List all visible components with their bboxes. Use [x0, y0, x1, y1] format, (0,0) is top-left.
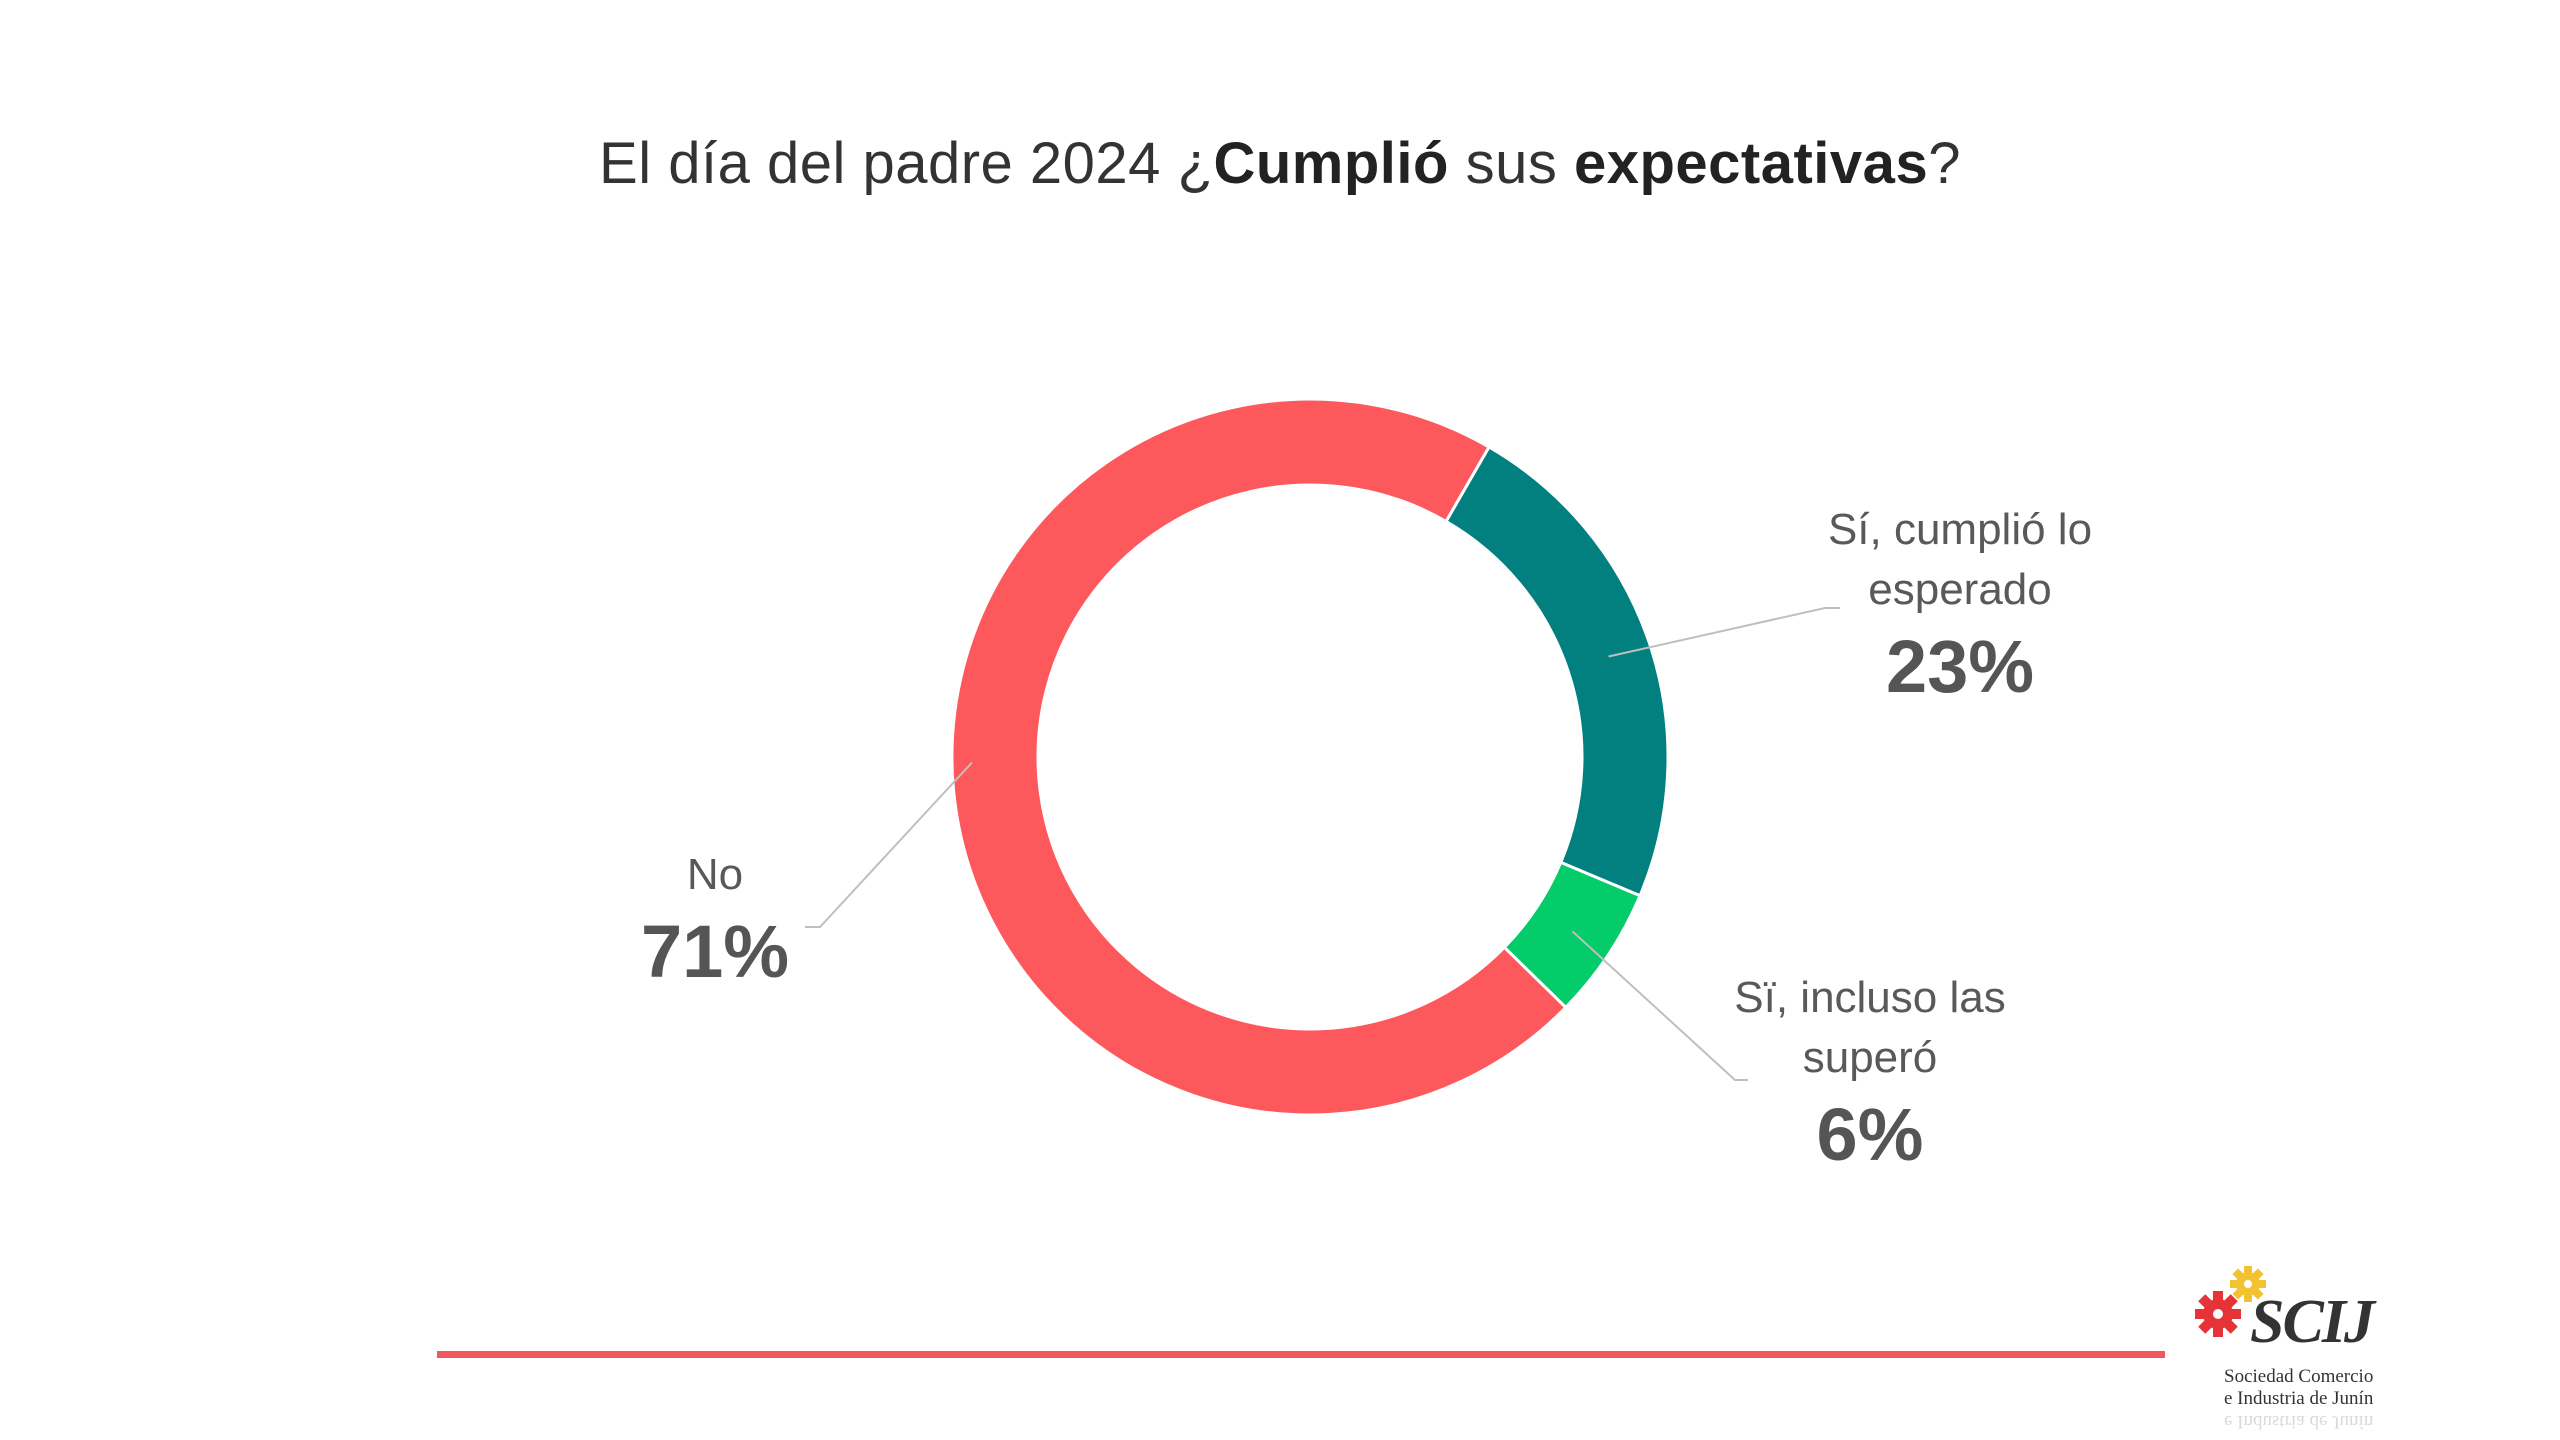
- label-no: No 71%: [610, 845, 820, 999]
- label-no-name: No: [686, 850, 744, 899]
- donut-slice-0: [1443, 444, 1670, 898]
- footer-divider-line: [437, 1351, 2165, 1358]
- label-si-cumplio-line2: esperado: [1868, 565, 2052, 614]
- logo-subtitle-line2: e Industria de Junín: [2224, 1388, 2374, 1409]
- logo-subtitle-line1: Sociedad Comercio: [2224, 1366, 2374, 1387]
- chart-title-part-2: sus: [1448, 131, 1574, 196]
- logo-reflection: e Industria de Junín: [2224, 1410, 2424, 1432]
- label-si-cumplio-line1: Sí, cumplió lo: [1827, 505, 2093, 554]
- label-si-incluso-value: 6%: [1816, 1093, 1924, 1176]
- sciJ-logo: SCIJ Sociedad Comercio e Industria de Ju…: [2190, 1262, 2430, 1440]
- label-si-cumplio-value: 23%: [1885, 625, 2035, 708]
- chart-title: El día del padre 2024 ¿Cumplió sus expec…: [0, 130, 2560, 197]
- leader-line-si-incluso: [1571, 930, 1748, 1081]
- chart-title-part-1: Cumplió: [1213, 131, 1449, 196]
- leader-line-no: [805, 761, 973, 928]
- red-gear-icon: [2195, 1291, 2241, 1337]
- leader-line-si-cumplio: [1608, 607, 1840, 658]
- label-si-incluso-line1: Sï, incluso las: [1734, 973, 2006, 1022]
- logo-subtitle: Sociedad Comercio e Industria de Junín: [2224, 1366, 2424, 1410]
- chart-title-part-3: expectativas: [1573, 131, 1929, 196]
- gear-logo-icon: [2195, 1266, 2266, 1337]
- label-si-incluso: Sï, incluso las superó 6%: [1700, 968, 2040, 1182]
- logo-wordmark: SCIJ: [2250, 1288, 2375, 1356]
- label-si-incluso-line2: superó: [1802, 1033, 1938, 1082]
- label-si-cumplio: Sí, cumplió lo esperado 23%: [1770, 500, 2150, 714]
- chart-title-part-0: El día del padre 2024 ¿: [599, 131, 1214, 196]
- donut-slice-2: [950, 397, 1568, 1117]
- chart-title-part-4: ?: [1928, 131, 1961, 196]
- logo-reflection-line: e Industria de Junín: [2224, 1411, 2374, 1432]
- label-no-value: 71%: [640, 910, 790, 993]
